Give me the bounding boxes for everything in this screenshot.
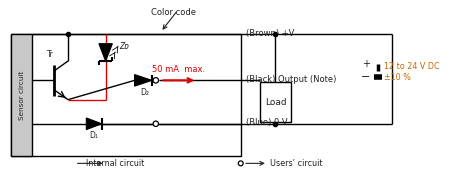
Text: Internal circuit: Internal circuit [86,159,144,168]
Text: −: − [361,72,370,82]
Circle shape [238,161,243,166]
Polygon shape [99,44,112,61]
Text: (Brown) +V: (Brown) +V [246,29,294,38]
Text: D₁: D₁ [90,132,99,141]
Text: Sensor circuit: Sensor circuit [18,70,25,120]
Text: Tr: Tr [47,50,54,59]
Text: 12 to 24 V DC: 12 to 24 V DC [383,62,439,71]
Circle shape [153,121,158,127]
Text: +: + [362,59,370,69]
Text: Color code: Color code [151,8,196,17]
Text: (Blue) 0 V: (Blue) 0 V [246,118,287,127]
Text: Zᴅ: Zᴅ [119,42,129,51]
Polygon shape [135,75,152,86]
Bar [260,82,291,122]
Bar [11,34,241,156]
Polygon shape [86,118,102,130]
Bar [11,34,32,156]
Text: Users’ circuit: Users’ circuit [270,159,322,168]
Text: 50 mA  max.: 50 mA max. [152,65,205,74]
Text: Load: Load [265,98,286,107]
Circle shape [153,78,158,83]
Text: D₂: D₂ [141,88,150,97]
Text: ±10 %: ±10 % [383,73,410,82]
Text: (Black) Output (Note): (Black) Output (Note) [246,75,336,84]
